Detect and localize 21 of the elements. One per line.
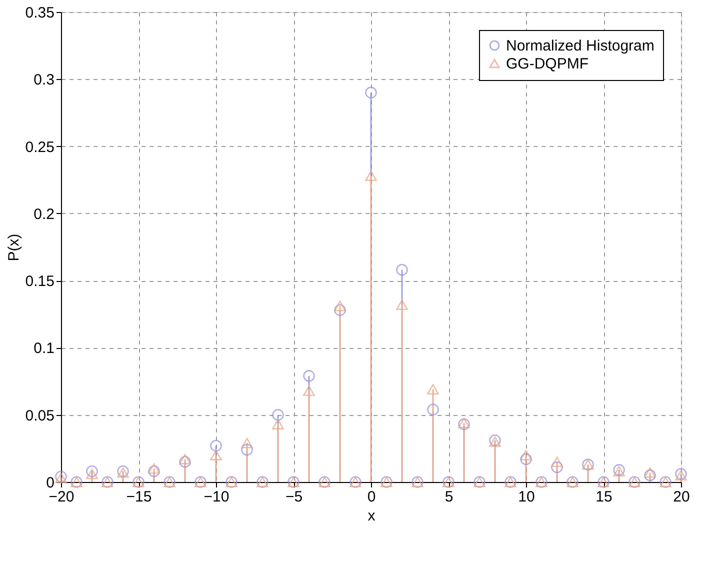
legend-label: GG-DQPMF: [506, 56, 588, 72]
y-tick-label: 0.2: [34, 206, 54, 223]
y-tick-label: 0: [46, 474, 54, 492]
x-tick-label: 15: [596, 488, 612, 506]
legend-label: Normalized Histogram: [506, 38, 654, 54]
x-tick-label: −15: [126, 488, 152, 506]
x-tick-label: −5: [285, 488, 303, 506]
x-tick-label: 20: [673, 488, 690, 506]
y-tick-label: 0.3: [34, 72, 54, 89]
y-axis-title: P(x): [5, 234, 22, 262]
y-tick-label: 0.05: [25, 407, 54, 424]
x-tick-label: −20: [48, 488, 74, 506]
y-tick-label: 0.15: [25, 273, 54, 290]
x-tick-label: 0: [367, 488, 376, 506]
y-tick-label: 0.25: [25, 138, 54, 156]
x-tick-label: 10: [518, 488, 535, 506]
y-tick-label: 0.35: [25, 4, 54, 22]
x-tick-label: −10: [204, 488, 230, 506]
y-tick-label: 0.1: [34, 340, 54, 358]
x-tick-label: 5: [444, 488, 454, 506]
x-axis-title: x: [368, 508, 376, 524]
